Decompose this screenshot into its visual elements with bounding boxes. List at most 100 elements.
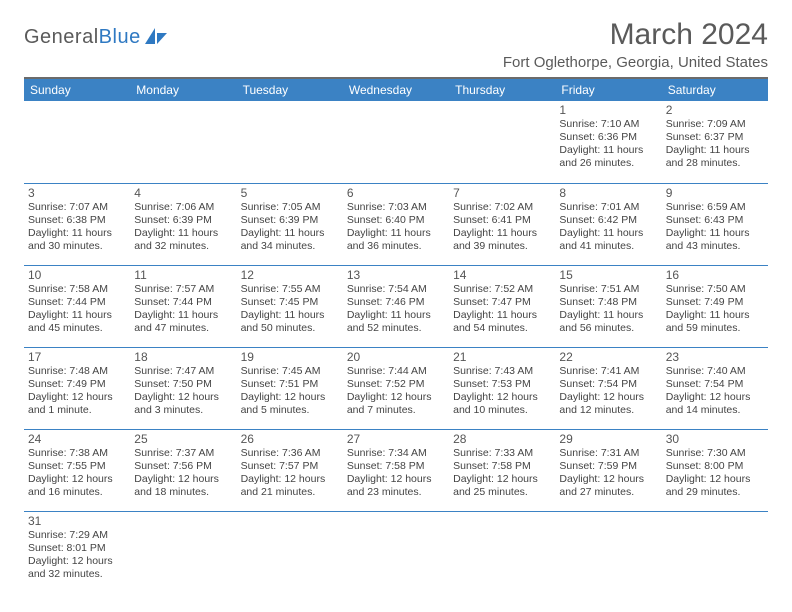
day-number: 19 (241, 350, 339, 364)
day-number: 8 (559, 186, 657, 200)
sunset-line: Sunset: 7:51 PM (241, 378, 339, 391)
daylight-line: Daylight: 11 hours and 47 minutes. (134, 309, 232, 335)
day-number: 14 (453, 268, 551, 282)
calendar-empty-cell (449, 511, 555, 593)
sail-icon (143, 26, 169, 49)
daylight-line: Daylight: 12 hours and 12 minutes. (559, 391, 657, 417)
daylight-line: Daylight: 12 hours and 32 minutes. (28, 555, 126, 581)
day-header: Sunday (24, 79, 130, 101)
sunset-line: Sunset: 7:55 PM (28, 460, 126, 473)
day-header: Tuesday (237, 79, 343, 101)
calendar-empty-cell (343, 511, 449, 593)
day-number: 7 (453, 186, 551, 200)
daylight-line: Daylight: 11 hours and 41 minutes. (559, 227, 657, 253)
day-number: 17 (28, 350, 126, 364)
sunrise-line: Sunrise: 7:34 AM (347, 447, 445, 460)
brand-name: GeneralBlue (24, 26, 141, 49)
calendar-day-cell: 12Sunrise: 7:55 AMSunset: 7:45 PMDayligh… (237, 265, 343, 347)
sunrise-line: Sunrise: 7:36 AM (241, 447, 339, 460)
daylight-line: Daylight: 12 hours and 23 minutes. (347, 473, 445, 499)
calendar-header-row: SundayMondayTuesdayWednesdayThursdayFrid… (24, 79, 768, 101)
sunset-line: Sunset: 6:37 PM (666, 131, 764, 144)
calendar-day-cell: 18Sunrise: 7:47 AMSunset: 7:50 PMDayligh… (130, 347, 236, 429)
brand-name-part1: General (24, 26, 99, 48)
calendar-day-cell: 20Sunrise: 7:44 AMSunset: 7:52 PMDayligh… (343, 347, 449, 429)
sunrise-line: Sunrise: 7:05 AM (241, 201, 339, 214)
daylight-line: Daylight: 11 hours and 59 minutes. (666, 309, 764, 335)
day-number: 16 (666, 268, 764, 282)
daylight-line: Daylight: 11 hours and 43 minutes. (666, 227, 764, 253)
day-number: 4 (134, 186, 232, 200)
day-number: 2 (666, 103, 764, 117)
day-number: 18 (134, 350, 232, 364)
sunset-line: Sunset: 7:45 PM (241, 296, 339, 309)
daylight-line: Daylight: 12 hours and 27 minutes. (559, 473, 657, 499)
calendar-week: 31Sunrise: 7:29 AMSunset: 8:01 PMDayligh… (24, 511, 768, 593)
day-number: 22 (559, 350, 657, 364)
sunset-line: Sunset: 7:49 PM (28, 378, 126, 391)
sunrise-line: Sunrise: 7:06 AM (134, 201, 232, 214)
sunset-line: Sunset: 7:53 PM (453, 378, 551, 391)
title-block: March 2024 Fort Oglethorpe, Georgia, Uni… (503, 18, 768, 71)
sunset-line: Sunset: 7:52 PM (347, 378, 445, 391)
calendar-day-cell: 17Sunrise: 7:48 AMSunset: 7:49 PMDayligh… (24, 347, 130, 429)
calendar-day-cell: 29Sunrise: 7:31 AMSunset: 7:59 PMDayligh… (555, 429, 661, 511)
daylight-line: Daylight: 11 hours and 52 minutes. (347, 309, 445, 335)
daylight-line: Daylight: 11 hours and 50 minutes. (241, 309, 339, 335)
day-header: Monday (130, 79, 236, 101)
sunset-line: Sunset: 7:58 PM (347, 460, 445, 473)
sunset-line: Sunset: 7:50 PM (134, 378, 232, 391)
sunrise-line: Sunrise: 7:30 AM (666, 447, 764, 460)
calendar-day-cell: 26Sunrise: 7:36 AMSunset: 7:57 PMDayligh… (237, 429, 343, 511)
brand-name-part2: Blue (99, 26, 141, 48)
sunset-line: Sunset: 6:39 PM (134, 214, 232, 227)
calendar-day-cell: 5Sunrise: 7:05 AMSunset: 6:39 PMDaylight… (237, 183, 343, 265)
calendar-day-cell: 22Sunrise: 7:41 AMSunset: 7:54 PMDayligh… (555, 347, 661, 429)
daylight-line: Daylight: 12 hours and 14 minutes. (666, 391, 764, 417)
sunrise-line: Sunrise: 7:54 AM (347, 283, 445, 296)
day-number: 28 (453, 432, 551, 446)
day-number: 23 (666, 350, 764, 364)
sunrise-line: Sunrise: 7:52 AM (453, 283, 551, 296)
location-subtitle: Fort Oglethorpe, Georgia, United States (503, 54, 768, 71)
daylight-line: Daylight: 12 hours and 21 minutes. (241, 473, 339, 499)
sunrise-line: Sunrise: 7:44 AM (347, 365, 445, 378)
day-number: 10 (28, 268, 126, 282)
calendar-week: 17Sunrise: 7:48 AMSunset: 7:49 PMDayligh… (24, 347, 768, 429)
day-header: Friday (555, 79, 661, 101)
daylight-line: Daylight: 12 hours and 10 minutes. (453, 391, 551, 417)
daylight-line: Daylight: 12 hours and 1 minute. (28, 391, 126, 417)
sunrise-line: Sunrise: 7:41 AM (559, 365, 657, 378)
sunrise-line: Sunrise: 7:31 AM (559, 447, 657, 460)
calendar-day-cell: 13Sunrise: 7:54 AMSunset: 7:46 PMDayligh… (343, 265, 449, 347)
calendar-day-cell: 11Sunrise: 7:57 AMSunset: 7:44 PMDayligh… (130, 265, 236, 347)
day-number: 9 (666, 186, 764, 200)
sunset-line: Sunset: 6:39 PM (241, 214, 339, 227)
calendar-week: 24Sunrise: 7:38 AMSunset: 7:55 PMDayligh… (24, 429, 768, 511)
sunset-line: Sunset: 6:43 PM (666, 214, 764, 227)
calendar-day-cell: 8Sunrise: 7:01 AMSunset: 6:42 PMDaylight… (555, 183, 661, 265)
day-number: 6 (347, 186, 445, 200)
sunrise-line: Sunrise: 7:48 AM (28, 365, 126, 378)
sunrise-line: Sunrise: 7:09 AM (666, 118, 764, 131)
sunrise-line: Sunrise: 7:51 AM (559, 283, 657, 296)
calendar-body: 1Sunrise: 7:10 AMSunset: 6:36 PMDaylight… (24, 101, 768, 593)
sunset-line: Sunset: 7:44 PM (134, 296, 232, 309)
sunset-line: Sunset: 7:54 PM (666, 378, 764, 391)
calendar-week: 10Sunrise: 7:58 AMSunset: 7:44 PMDayligh… (24, 265, 768, 347)
day-number: 12 (241, 268, 339, 282)
sunset-line: Sunset: 6:41 PM (453, 214, 551, 227)
daylight-line: Daylight: 11 hours and 39 minutes. (453, 227, 551, 253)
calendar-empty-cell (343, 101, 449, 183)
day-header: Wednesday (343, 79, 449, 101)
calendar-day-cell: 4Sunrise: 7:06 AMSunset: 6:39 PMDaylight… (130, 183, 236, 265)
sunset-line: Sunset: 6:36 PM (559, 131, 657, 144)
daylight-line: Daylight: 12 hours and 29 minutes. (666, 473, 764, 499)
daylight-line: Daylight: 11 hours and 32 minutes. (134, 227, 232, 253)
day-number: 26 (241, 432, 339, 446)
sunrise-line: Sunrise: 7:50 AM (666, 283, 764, 296)
sunrise-line: Sunrise: 7:29 AM (28, 529, 126, 542)
calendar-day-cell: 1Sunrise: 7:10 AMSunset: 6:36 PMDaylight… (555, 101, 661, 183)
calendar-day-cell: 28Sunrise: 7:33 AMSunset: 7:58 PMDayligh… (449, 429, 555, 511)
sunrise-line: Sunrise: 7:07 AM (28, 201, 126, 214)
